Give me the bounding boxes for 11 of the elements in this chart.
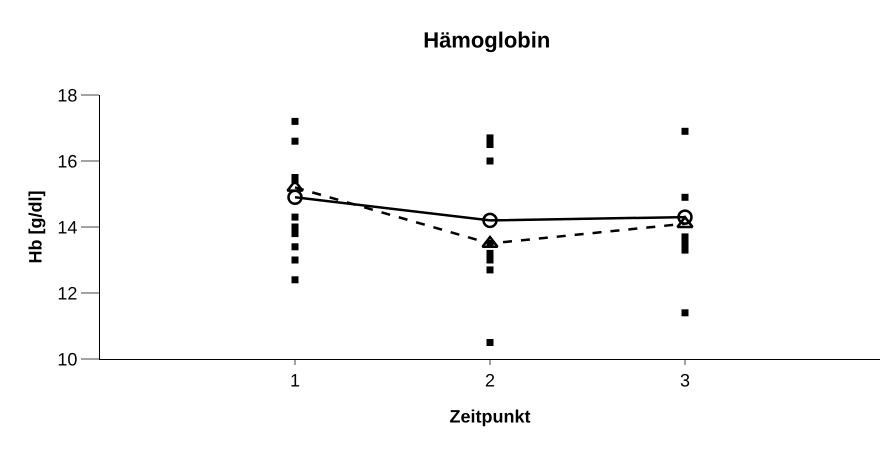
chart-title: Hämoglobin	[423, 28, 550, 53]
x-tick-label: 2	[484, 370, 496, 391]
x-axis-title: Zeitpunkt	[450, 406, 530, 427]
y-tick-label: 12	[57, 283, 78, 304]
y-tick-label: 14	[57, 217, 78, 238]
y-tick-label: 18	[57, 85, 78, 106]
y-tick-label: 10	[57, 349, 78, 370]
x-tick-label: 1	[290, 370, 300, 391]
y-axis-title: Hb [g/dl]	[26, 190, 46, 264]
x-tick-label: 3	[680, 370, 690, 391]
y-tick-label: 16	[57, 151, 78, 172]
